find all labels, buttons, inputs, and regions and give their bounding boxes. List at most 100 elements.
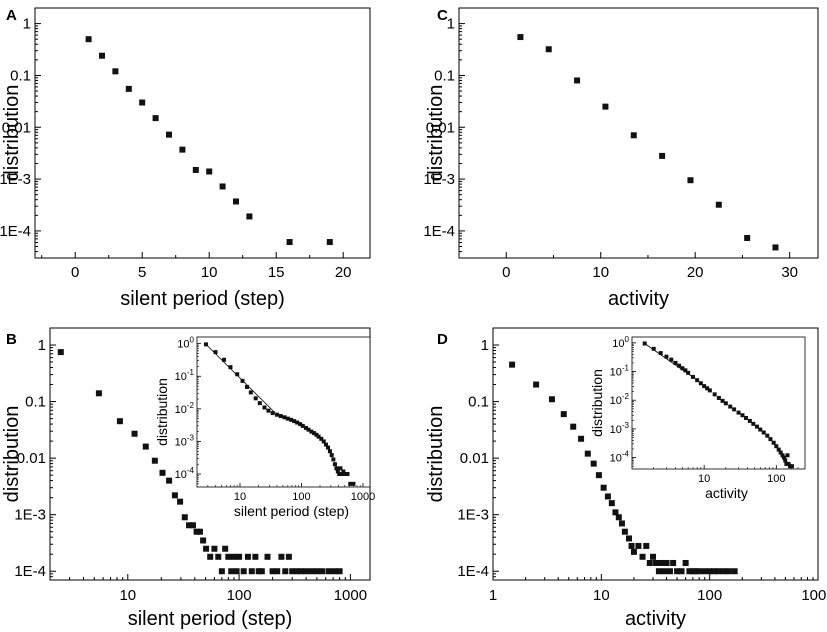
- inset-data-point: [743, 415, 748, 420]
- data-point: [618, 520, 625, 527]
- inset-data-point: [716, 395, 721, 400]
- data-point: [326, 239, 333, 246]
- data-point: [289, 568, 296, 575]
- y-tick-label: 1: [447, 16, 455, 33]
- x-tick-label: 5: [138, 264, 146, 281]
- data-point: [615, 514, 622, 521]
- inset-y-tick-base: 10: [177, 339, 189, 351]
- y-tick-label: 1: [38, 337, 46, 354]
- inset-y-tick-label: 10-2: [175, 401, 195, 416]
- inset-x-tick-label: 10: [698, 473, 710, 485]
- x-tick-label: 10: [201, 264, 218, 281]
- data-point: [604, 493, 611, 500]
- inset-data-point: [642, 341, 647, 346]
- data-point: [189, 522, 196, 529]
- inset-data-point: [723, 401, 728, 406]
- data-point: [625, 535, 632, 542]
- data-point: [139, 99, 146, 106]
- inset-data-point: [784, 461, 789, 466]
- inset-data-point: [765, 433, 770, 438]
- y-axis-label: distribution: [425, 406, 447, 503]
- y-tick-label: 1E-3: [457, 507, 489, 524]
- x-tick-label: 30: [781, 264, 798, 281]
- panel-letter-d: D: [437, 331, 448, 348]
- inset-data-point: [702, 384, 707, 389]
- data-point: [331, 568, 338, 575]
- data-point: [725, 568, 732, 575]
- data-point: [659, 152, 666, 159]
- data-point: [248, 568, 255, 575]
- data-point: [336, 568, 343, 575]
- data-point: [663, 559, 670, 566]
- inset-data-point: [266, 408, 271, 413]
- inset-y-tick-base: 10: [175, 404, 187, 416]
- data-point: [584, 450, 591, 457]
- panel-d-frame: [492, 327, 819, 581]
- inset-data-point: [705, 386, 710, 391]
- inset-data-point: [345, 472, 350, 477]
- inset-x-tick-label: 100: [767, 473, 785, 485]
- panel-letter-c: C: [437, 7, 448, 24]
- inset-data-point: [720, 398, 725, 403]
- inset-data-point: [683, 368, 688, 373]
- inset-y-tick-exponent: -3: [187, 433, 195, 442]
- data-point: [192, 166, 199, 173]
- inset-data-point: [351, 481, 356, 486]
- data-point: [635, 542, 642, 549]
- inset-data-point: [326, 445, 331, 450]
- inset-data-point: [213, 350, 218, 355]
- inset-data-point: [782, 455, 787, 460]
- data-point: [278, 553, 285, 560]
- inset-y-tick-exponent: -1: [187, 368, 195, 377]
- x-tick-label: 10: [593, 587, 610, 604]
- data-point: [186, 522, 193, 529]
- y-tick-label: 1E-3: [0, 171, 31, 188]
- inset-y-tick-exponent: -1: [622, 364, 630, 373]
- data-point: [661, 568, 668, 575]
- inset-data-point: [253, 396, 258, 401]
- inset-data-point: [334, 466, 339, 471]
- inset-y-tick-base: 10: [175, 371, 187, 383]
- data-point: [639, 553, 646, 560]
- data-point: [731, 568, 738, 575]
- data-point: [85, 36, 92, 43]
- inset-data-point: [348, 481, 353, 486]
- inset-data-point: [736, 410, 741, 415]
- inset-y-tick-label: 100: [612, 335, 629, 350]
- data-point: [687, 177, 694, 184]
- inset-x-axis-label: activity: [705, 485, 748, 501]
- inset-x-tick-label: 10: [234, 491, 246, 503]
- inset-data-point: [776, 447, 781, 452]
- inset-data-point: [244, 384, 249, 389]
- inset-y-tick-label: 10-4: [610, 450, 630, 465]
- data-point: [650, 553, 657, 560]
- data-point: [285, 553, 292, 560]
- x-tick-label: 100: [697, 587, 722, 604]
- inset-data-point: [680, 366, 685, 371]
- inset-data-point: [778, 450, 783, 455]
- data-point: [517, 34, 524, 41]
- x-tick-label: 1000: [801, 587, 827, 604]
- inset-data-point: [690, 374, 695, 379]
- data-point: [693, 568, 700, 575]
- data-point: [200, 537, 207, 544]
- data-point: [706, 568, 713, 575]
- data-point: [255, 568, 262, 575]
- inset-data-point: [774, 444, 779, 449]
- inset-y-tick-exponent: 0: [625, 335, 630, 344]
- data-point: [696, 568, 703, 575]
- inset-data-point: [740, 413, 745, 418]
- data-point: [252, 553, 259, 560]
- x-tick-label: 15: [268, 264, 285, 281]
- y-tick-label: 0.1: [468, 394, 489, 411]
- data-point: [99, 52, 105, 59]
- inset-y-tick-base: 10: [610, 424, 622, 436]
- inset-data-point: [338, 466, 343, 471]
- panel-a-frame: [34, 7, 371, 259]
- y-tick-label: 1E-4: [457, 563, 489, 580]
- data-point: [179, 146, 186, 153]
- inset-data-point: [341, 469, 346, 474]
